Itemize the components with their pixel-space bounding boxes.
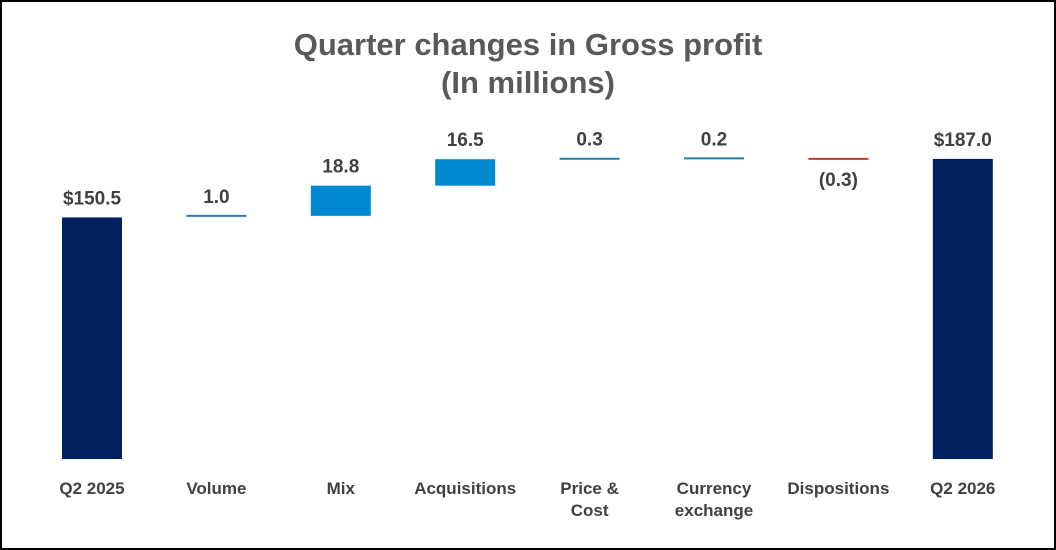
- category-label-4-line-1: Price &: [560, 479, 619, 498]
- bar-2: [310, 185, 371, 216]
- category-label-6: Dispositions: [787, 479, 889, 498]
- bar-7: [932, 158, 993, 460]
- bar-0: [62, 217, 122, 459]
- data-label-7: $187.0: [934, 130, 992, 151]
- category-label-7: Q2 2026: [930, 479, 995, 498]
- data-label-0: $150.5: [63, 188, 122, 209]
- data-label-2: 18.8: [322, 157, 359, 178]
- chart-marks: $150.5 Q2 2025 1.0 Volume 18.8 Mix 16.5 Acquisi…: [59, 129, 995, 520]
- category-label-5-line-1: Currency: [677, 479, 752, 498]
- category-label-3: Acquisitions: [414, 479, 516, 498]
- category-label-4-line-2: Cost: [571, 501, 609, 520]
- data-label-4: 0.3: [576, 130, 602, 151]
- chart-title-line-1: Quarter changes in Gross profit: [294, 27, 763, 62]
- category-label-0: Q2 2025: [59, 479, 124, 498]
- chart-title-line-2: (In millions): [441, 65, 615, 100]
- bar-3: [435, 159, 496, 186]
- category-label-2: Mix: [327, 479, 356, 498]
- data-label-6: (0.3): [819, 170, 858, 191]
- category-label-1: Volume: [186, 479, 246, 498]
- data-label-5: 0.2: [701, 129, 727, 150]
- data-label-3: 16.5: [447, 130, 484, 151]
- data-label-1: 1.0: [203, 187, 229, 208]
- category-label-5-line-2: exchange: [675, 501, 753, 520]
